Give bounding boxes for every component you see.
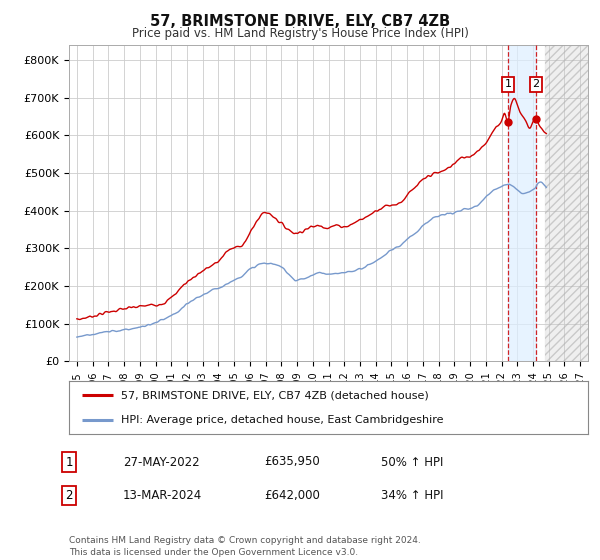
Text: 57, BRIMSTONE DRIVE, ELY, CB7 4ZB (detached house): 57, BRIMSTONE DRIVE, ELY, CB7 4ZB (detac…: [121, 390, 428, 400]
Text: HPI: Average price, detached house, East Cambridgeshire: HPI: Average price, detached house, East…: [121, 414, 443, 424]
Bar: [508, 45, 536, 361]
Text: 1: 1: [65, 455, 73, 469]
Text: 34% ↑ HPI: 34% ↑ HPI: [381, 489, 443, 502]
Text: Price paid vs. HM Land Registry's House Price Index (HPI): Price paid vs. HM Land Registry's House …: [131, 27, 469, 40]
Text: 27-MAY-2022: 27-MAY-2022: [123, 455, 200, 469]
Text: Contains HM Land Registry data © Crown copyright and database right 2024.
This d: Contains HM Land Registry data © Crown c…: [69, 536, 421, 557]
Text: £642,000: £642,000: [264, 489, 320, 502]
Text: £635,950: £635,950: [264, 455, 320, 469]
Text: 57, BRIMSTONE DRIVE, ELY, CB7 4ZB: 57, BRIMSTONE DRIVE, ELY, CB7 4ZB: [150, 14, 450, 29]
Bar: [545, 45, 600, 361]
Text: 2: 2: [65, 489, 73, 502]
Text: 50% ↑ HPI: 50% ↑ HPI: [381, 455, 443, 469]
Text: 1: 1: [505, 80, 511, 90]
Text: 13-MAR-2024: 13-MAR-2024: [123, 489, 202, 502]
Bar: [545, 45, 600, 361]
Text: 2: 2: [533, 80, 539, 90]
